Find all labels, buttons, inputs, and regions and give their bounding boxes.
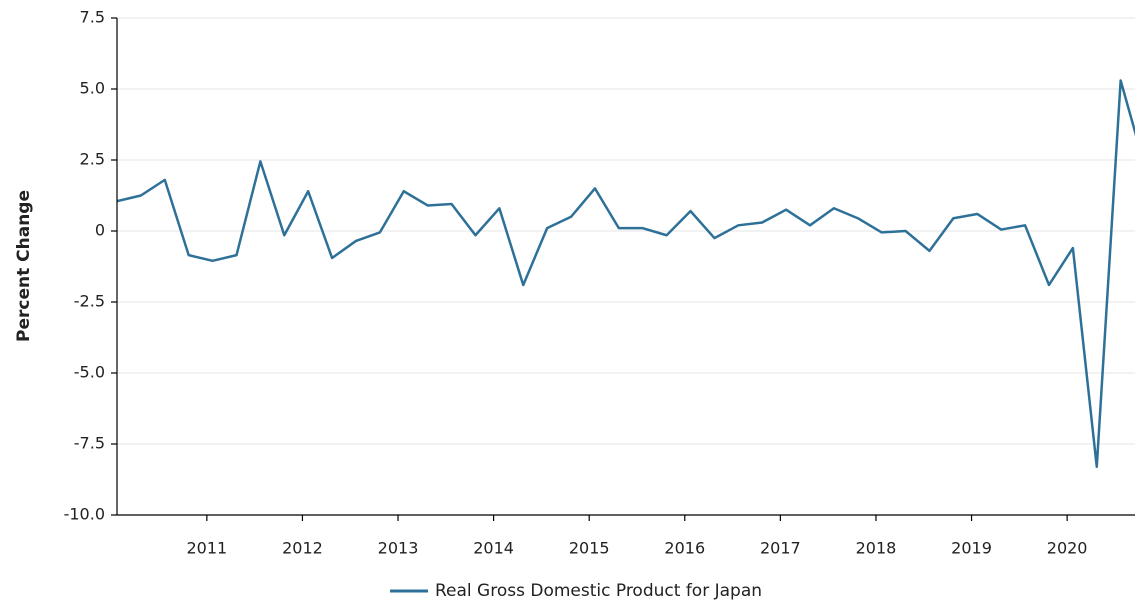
y-tick-label: 0 <box>95 221 105 240</box>
x-tick-label: 2018 <box>856 539 897 558</box>
y-axis-label: Percent Change <box>14 190 34 342</box>
x-tick-label: 2011 <box>186 539 227 558</box>
y-tick-label: -7.5 <box>74 434 105 453</box>
x-tick-label: 2012 <box>282 539 323 558</box>
x-tick-label: 2020 <box>1047 539 1088 558</box>
x-tick-label: 2016 <box>664 539 705 558</box>
plot-area <box>117 79 1135 468</box>
y-tick-label: -2.5 <box>74 292 105 311</box>
y-tick-label: -5.0 <box>74 363 105 382</box>
x-tick-label: 2017 <box>760 539 801 558</box>
line <box>117 79 1135 468</box>
y-tick-label: 5.0 <box>80 79 105 98</box>
x-tick-label: 2015 <box>569 539 610 558</box>
y-tick-label: -10.0 <box>64 505 105 524</box>
legend-label: Real Gross Domestic Product for Japan <box>435 581 762 601</box>
grid <box>117 17 1135 516</box>
x-tick-label: 2014 <box>473 539 514 558</box>
x-tick-label: 2019 <box>951 539 992 558</box>
axes: -10.0 -7.5 -5.0 -2.5 0 2.5 5.0 7.5 2011 2012 2013 2… <box>64 8 1135 558</box>
x-tick-label: 2013 <box>378 539 419 558</box>
y-tick-label: 7.5 <box>80 8 105 27</box>
y-tick-label: 2.5 <box>80 150 105 169</box>
legend-item: Real Gross Domestic Product for Japan <box>390 581 762 601</box>
